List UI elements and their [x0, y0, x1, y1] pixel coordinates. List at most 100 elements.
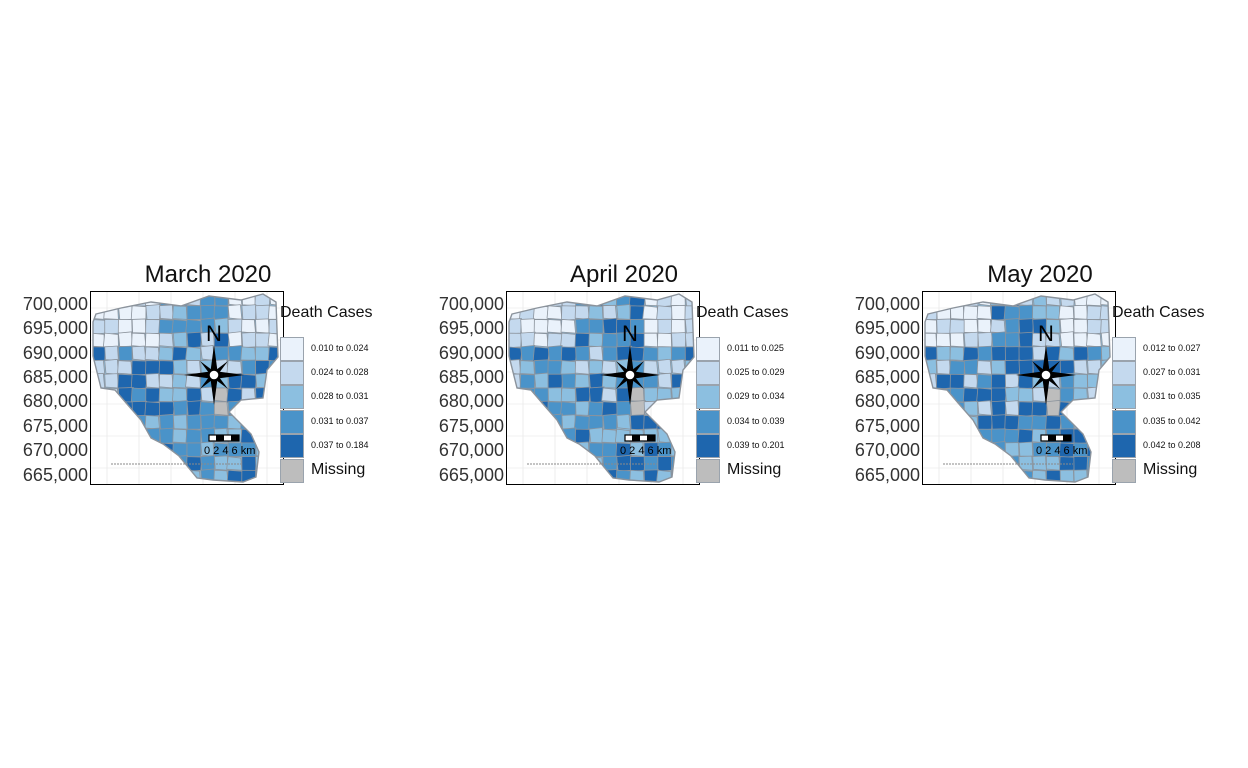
legend-item: 0.039 to 0.201: [696, 434, 796, 458]
y-tick-label: 695,000: [854, 318, 920, 338]
legend-label: 0.031 to 0.037: [311, 416, 369, 426]
legend-swatch: [280, 337, 304, 361]
legend-label: 0.034 to 0.039: [727, 416, 785, 426]
legend-missing-label: Missing: [727, 461, 782, 478]
y-tick-label: 665,000: [854, 465, 920, 485]
legend-swatch: [280, 410, 304, 434]
legend-missing: Missing: [696, 459, 796, 483]
legend-swatch-missing: [696, 459, 720, 483]
legend-item: 0.042 to 0.208: [1112, 434, 1212, 458]
map-panel-march: March 2020 700,000 695,000 690,000 685,0…: [6, 255, 406, 490]
svg-text:N: N: [622, 321, 638, 346]
y-tick-label: 680,000: [438, 391, 504, 411]
legend-swatch: [1112, 410, 1136, 434]
y-tick-label: 675,000: [854, 416, 920, 436]
legend-item: 0.025 to 0.029: [696, 361, 796, 385]
y-tick-label: 675,000: [22, 416, 88, 436]
svg-text:0 2 4 6 km: 0 2 4 6 km: [204, 445, 255, 457]
legend-item: 0.031 to 0.035: [1112, 385, 1212, 409]
y-axis: 700,000 695,000 690,000 685,000 680,000 …: [422, 295, 504, 485]
y-tick-label: 700,000: [854, 294, 920, 314]
legend-swatch: [696, 385, 720, 409]
legend-label: 0.028 to 0.031: [311, 391, 369, 401]
legend-label: 0.039 to 0.201: [727, 440, 785, 450]
legend-swatch: [1112, 361, 1136, 385]
map-canvas: N 0 2 4 6 km: [923, 292, 1115, 484]
y-tick-label: 685,000: [22, 367, 88, 387]
legend-item: 0.037 to 0.184: [280, 434, 380, 458]
y-tick-label: 680,000: [22, 391, 88, 411]
map-panel-april: April 2020 700,000 695,000 690,000 685,0…: [422, 255, 822, 490]
legend-item: 0.034 to 0.039: [696, 410, 796, 434]
legend-missing-label: Missing: [311, 461, 366, 478]
legend-item: 0.024 to 0.028: [280, 361, 380, 385]
legend-item: 0.029 to 0.034: [696, 385, 796, 409]
map-title: April 2020: [569, 261, 679, 288]
legend-label: 0.035 to 0.042: [1143, 416, 1201, 426]
legend-item: 0.010 to 0.024: [280, 337, 380, 361]
legend-swatch: [1112, 434, 1136, 458]
y-tick-label: 695,000: [438, 318, 504, 338]
map-title: March 2020: [144, 261, 272, 288]
y-tick-label: 670,000: [854, 440, 920, 460]
map-title: May 2020: [987, 261, 1093, 288]
y-axis: 700,000 695,000 690,000 685,000 680,000 …: [6, 295, 88, 485]
map-panel-may: May 2020 700,000 695,000 690,000 685,000…: [838, 255, 1238, 490]
legend-label: 0.042 to 0.208: [1143, 440, 1201, 450]
y-tick-label: 700,000: [438, 294, 504, 314]
y-tick-label: 690,000: [854, 343, 920, 363]
legend-item: 0.027 to 0.031: [1112, 361, 1212, 385]
y-axis: 700,000 695,000 690,000 685,000 680,000 …: [838, 295, 920, 485]
legend-label: 0.025 to 0.029: [727, 367, 785, 377]
map-canvas: N 0 2 4 6 km: [91, 292, 283, 484]
legend-title: Death Cases: [1112, 304, 1205, 321]
legend-swatch: [1112, 337, 1136, 361]
legend-label: 0.027 to 0.031: [1143, 367, 1201, 377]
legend-missing: Missing: [1112, 459, 1212, 483]
legend-swatch: [696, 361, 720, 385]
legend-swatch: [280, 361, 304, 385]
y-tick-label: 695,000: [22, 318, 88, 338]
choropleth-map: N 0 2 4 6 km: [922, 291, 1116, 485]
y-tick-label: 670,000: [438, 440, 504, 460]
legend-title: Death Cases: [696, 304, 789, 321]
y-tick-label: 665,000: [438, 465, 504, 485]
legend-label: 0.011 to 0.025: [727, 343, 784, 353]
legend-title: Death Cases: [280, 304, 373, 321]
legend-swatch: [696, 337, 720, 361]
y-tick-label: 665,000: [22, 465, 88, 485]
legend: Death Cases 0.012 to 0.027 0.027 to 0.03…: [1112, 301, 1212, 491]
legend-item: 0.011 to 0.025: [696, 337, 796, 361]
legend-label: 0.029 to 0.034: [727, 391, 785, 401]
y-tick-label: 685,000: [438, 367, 504, 387]
y-tick-label: 690,000: [22, 343, 88, 363]
legend-swatch: [280, 434, 304, 458]
svg-text:N: N: [206, 321, 222, 346]
legend-label: 0.012 to 0.027: [1143, 343, 1201, 353]
legend-label: 0.031 to 0.035: [1143, 391, 1201, 401]
choropleth-map: N 0 2 4 6 km: [506, 291, 700, 485]
y-tick-label: 685,000: [854, 367, 920, 387]
svg-text:0 2 4 6 km: 0 2 4 6 km: [1036, 445, 1087, 457]
choropleth-map: N 0 2 4 6 km: [90, 291, 284, 485]
legend-label: 0.037 to 0.184: [311, 440, 369, 450]
legend-swatch: [696, 410, 720, 434]
y-tick-label: 690,000: [438, 343, 504, 363]
y-tick-label: 680,000: [854, 391, 920, 411]
legend-item: 0.035 to 0.042: [1112, 410, 1212, 434]
legend-missing: Missing: [280, 459, 380, 483]
y-tick-label: 700,000: [22, 294, 88, 314]
legend-label: 0.010 to 0.024: [311, 343, 369, 353]
legend-swatch: [696, 434, 720, 458]
legend-item: 0.012 to 0.027: [1112, 337, 1212, 361]
svg-text:N: N: [1038, 321, 1054, 346]
map-canvas: N 0 2 4 6 km: [507, 292, 699, 484]
legend-swatch-missing: [280, 459, 304, 483]
legend: Death Cases 0.011 to 0.025 0.025 to 0.02…: [696, 301, 796, 491]
legend: Death Cases 0.010 to 0.024 0.024 to 0.02…: [280, 301, 380, 491]
legend-missing-label: Missing: [1143, 461, 1198, 478]
legend-label: 0.024 to 0.028: [311, 367, 369, 377]
legend-swatch: [1112, 385, 1136, 409]
y-tick-label: 670,000: [22, 440, 88, 460]
legend-item: 0.031 to 0.037: [280, 410, 380, 434]
